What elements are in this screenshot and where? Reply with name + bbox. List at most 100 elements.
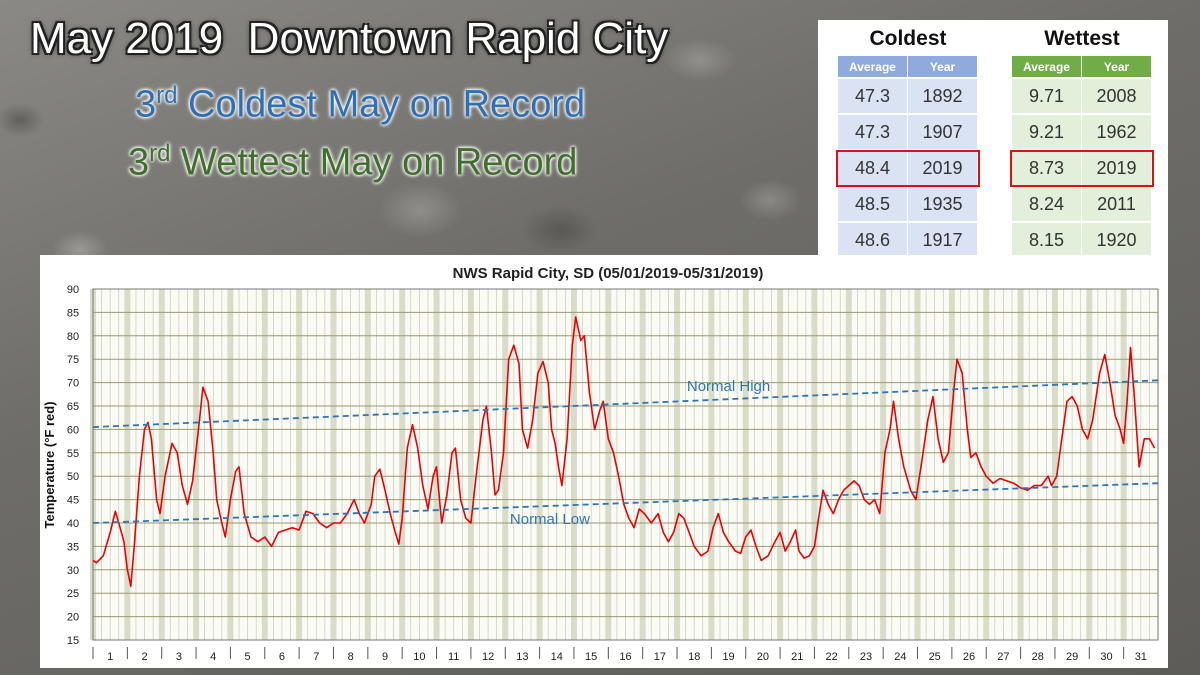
day-boundary-band: [1051, 289, 1058, 640]
chart-title: NWS Rapid City, SD (05/01/2019-05/31/201…: [453, 265, 764, 282]
x-tick-label: 9: [382, 651, 388, 663]
table-cell: 1962: [1082, 115, 1152, 151]
day-boundary-band: [742, 289, 749, 640]
y-tick-label: 45: [67, 495, 79, 507]
day-boundary-band: [261, 289, 268, 640]
y-tick-label: 35: [67, 541, 79, 553]
day-boundary-band: [467, 289, 474, 640]
table-row: 47.3 1892: [838, 79, 978, 115]
rank-suffix: rd: [156, 82, 178, 109]
title: May 2019 Downtown Rapid City: [30, 14, 669, 63]
y-tick-label: 70: [67, 378, 79, 390]
table-cell: 2011: [1082, 187, 1152, 223]
x-tick-label: 10: [413, 651, 425, 663]
day-boundary-band: [674, 289, 681, 640]
x-tick-label: 18: [688, 651, 700, 663]
day-boundary-band: [777, 289, 784, 640]
coldest-table: Coldest Average Year 47.3 1892 47.3 1907 48.4 20…: [836, 24, 980, 259]
x-tick-label: 29: [1066, 651, 1078, 663]
x-tick-label: 11: [448, 651, 459, 663]
rank: 3: [128, 141, 150, 184]
line-label: Normal High: [687, 378, 770, 395]
day-boundary-band: [364, 289, 371, 640]
record-tables: Coldest Average Year 47.3 1892 47.3 1907 48.4 20…: [818, 20, 1168, 262]
day-boundary-band: [227, 289, 234, 640]
table-cell: 1907: [908, 115, 978, 151]
y-tick-label: 15: [67, 635, 79, 647]
x-tick-label: 5: [245, 651, 251, 663]
table-title: Coldest: [869, 27, 947, 50]
line-label: Normal Low: [510, 511, 590, 528]
y-tick-label: 85: [67, 307, 79, 319]
table-row: 8.24 2011: [1012, 187, 1152, 223]
y-tick-label: 80: [67, 331, 79, 343]
day-boundary-band: [914, 289, 921, 640]
subtitle-text: Coldest May on Record: [188, 83, 586, 126]
y-tick-label: 90: [67, 284, 79, 296]
day-boundary-band: [983, 289, 990, 640]
normal-line: [92, 482, 1159, 524]
table-row: 48.6 1917: [838, 223, 978, 259]
y-tick-label: 65: [67, 401, 79, 413]
table-title: Wettest: [1044, 27, 1120, 50]
table-row: 9.71 2008: [1012, 79, 1152, 115]
table-cell: 47.3: [838, 115, 908, 151]
x-tick-label: 13: [516, 651, 528, 663]
day-boundary-band: [708, 289, 715, 640]
x-tick-label: 28: [1032, 651, 1044, 663]
x-tick-label: 17: [654, 651, 666, 663]
subtitle-text: Wettest May on Record: [181, 141, 578, 184]
subtitle: 3rd Wettest May on Record: [128, 140, 577, 185]
table-cell: 1920: [1082, 223, 1152, 259]
table-cell: 2019: [1082, 151, 1152, 187]
x-tick-label: 22: [826, 651, 838, 663]
column-header: Average: [838, 56, 908, 79]
y-tick-label: 60: [67, 424, 79, 436]
x-tick-label: 4: [210, 651, 216, 663]
x-tick-label: 14: [551, 651, 563, 663]
x-tick-label: 23: [860, 651, 872, 663]
x-tick-label: 1: [107, 651, 113, 663]
day-boundary-band: [433, 289, 440, 640]
table-row: 8.73 2019: [1010, 150, 1154, 187]
day-boundary-band: [536, 289, 543, 640]
x-tick-label: 12: [482, 651, 494, 663]
x-tick-label: 24: [894, 651, 906, 663]
day-boundary-band: [1017, 289, 1024, 640]
x-tick-label: 8: [348, 651, 354, 663]
x-tick-label: 20: [757, 651, 769, 663]
column-header: Year: [1082, 56, 1152, 79]
table-cell: 1935: [908, 187, 978, 223]
x-tick-label: 21: [791, 651, 803, 663]
plot-frame: [92, 288, 1159, 641]
table-cell: 8.24: [1012, 187, 1082, 223]
header-row: Average Year: [838, 56, 978, 79]
day-boundary-band: [811, 289, 818, 640]
table-row: 8.15 1920: [1012, 223, 1152, 259]
day-boundary-band: [605, 289, 612, 640]
x-tick-label: 31: [1135, 651, 1147, 663]
day-boundary-band: [948, 289, 955, 640]
table-row: 9.21 1962: [1012, 115, 1152, 151]
x-tick-label: 3: [176, 651, 182, 663]
day-boundary-band: [570, 289, 577, 640]
day-boundary-band: [639, 289, 646, 640]
day-boundary-band: [502, 289, 509, 640]
table-cell: 9.71: [1012, 79, 1082, 115]
y-tick-label: 30: [67, 565, 79, 577]
y-tick-label: 55: [67, 448, 79, 460]
day-boundary-band: [1086, 289, 1093, 640]
x-tick-label: 19: [722, 651, 734, 663]
day-boundary-band: [158, 289, 165, 640]
day-boundary-band: [1120, 289, 1127, 640]
y-axis-label: Temperature (°F red): [42, 401, 57, 528]
table-cell: 1892: [908, 79, 978, 115]
table-cell: 2008: [1082, 79, 1152, 115]
day-boundary-band: [124, 289, 131, 640]
normal-line: [92, 379, 1159, 428]
x-tick-label: 2: [141, 651, 147, 663]
table-cell: 48.4: [838, 151, 908, 187]
x-tick-label: 27: [997, 651, 1009, 663]
x-tick-label: 6: [279, 651, 285, 663]
